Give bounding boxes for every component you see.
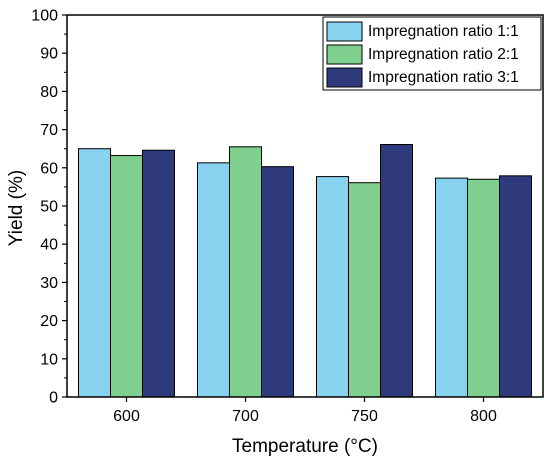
- bar-700-series-3: [261, 166, 294, 398]
- x-tick-label-750: 750: [351, 408, 378, 425]
- y-tick-label-0: 0: [49, 390, 58, 407]
- y-tick-label-40: 40: [40, 237, 58, 254]
- legend-swatch-series-3: [326, 67, 363, 88]
- y-tick-label-20: 20: [40, 313, 58, 330]
- bar-700-series-2: [229, 146, 262, 398]
- x-tick-label-700: 700: [232, 408, 259, 425]
- bar-800-series-1: [435, 177, 468, 398]
- legend-label-series-2: Impregnation ratio 2:1: [368, 46, 519, 63]
- bar-800-series-3: [499, 175, 532, 398]
- y-tick-label-60: 60: [40, 160, 58, 177]
- legend-swatch-series-2: [326, 44, 363, 65]
- x-tick-label-800: 800: [470, 408, 497, 425]
- y-tick-label-10: 10: [40, 351, 58, 368]
- y-tick-label-80: 80: [40, 84, 58, 101]
- y-tick-label-70: 70: [40, 122, 58, 139]
- axes-group: 0 10 20 30 40 50 60 70 80 90 100 600 700 750 800: [31, 8, 544, 425]
- bar-700-series-1: [197, 162, 230, 398]
- y-tick-label-90: 90: [40, 46, 58, 63]
- bar-600-series-3: [142, 149, 175, 398]
- y-tick-label-100: 100: [31, 8, 58, 25]
- y-axis-title: Yield (%): [6, 170, 27, 246]
- legend-label-series-1: Impregnation ratio 1:1: [368, 23, 519, 40]
- legend-label-series-3: Impregnation ratio 3:1: [368, 69, 519, 86]
- bar-600-series-1: [78, 148, 111, 398]
- legend-swatch-series-1: [326, 21, 363, 42]
- y-tick-label-50: 50: [40, 199, 58, 216]
- x-tick-label-600: 600: [113, 408, 140, 425]
- bar-600-series-2: [110, 155, 143, 398]
- bar-750-series-1: [316, 176, 349, 398]
- y-tick-label-30: 30: [40, 275, 58, 292]
- bar-750-series-2: [348, 182, 381, 398]
- x-axis-title: Temperature (°C): [232, 436, 378, 457]
- bar-750-series-3: [380, 143, 413, 398]
- bars-group: [78, 143, 532, 398]
- legend: Impregnation ratio 1:1 Impregnation ratio…: [322, 16, 542, 91]
- bar-800-series-2: [467, 178, 500, 398]
